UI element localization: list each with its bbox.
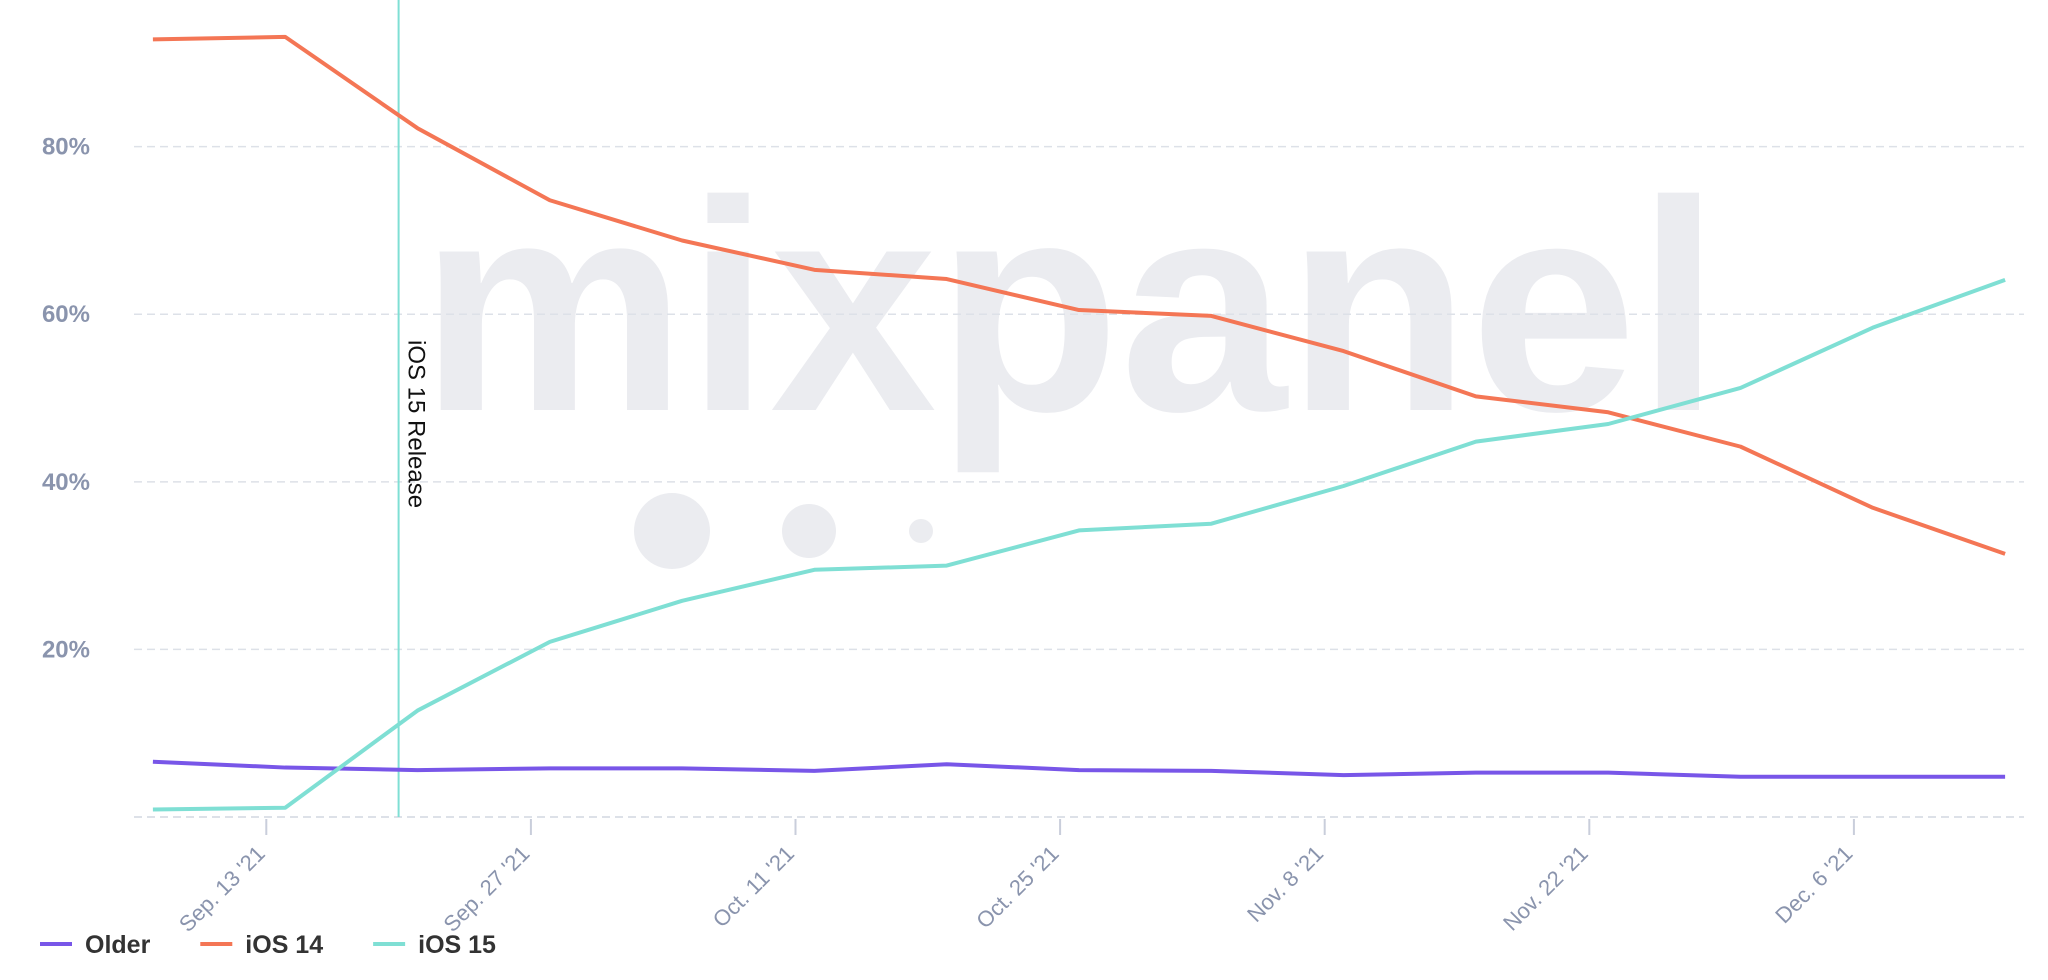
y-tick-label: 40% bbox=[42, 469, 90, 496]
annotation-text: iOS 15 Release bbox=[403, 340, 430, 508]
watermark-dot bbox=[634, 493, 710, 569]
series-line bbox=[152, 277, 2006, 812]
x-tick-label: Oct. 25 '21 bbox=[971, 841, 1063, 933]
legend-label: iOS 14 bbox=[245, 931, 323, 959]
y-tick-label: 20% bbox=[42, 636, 90, 663]
x-tick-label: Dec. 6 '21 bbox=[1770, 841, 1857, 928]
watermark-dot bbox=[782, 504, 836, 558]
legend-label: iOS 15 bbox=[418, 931, 496, 959]
x-tick-label: Sep. 13 '21 bbox=[174, 841, 270, 937]
series-line bbox=[152, 34, 2006, 556]
y-tick-label: 60% bbox=[42, 301, 90, 328]
y-tick-label: 80% bbox=[42, 134, 90, 161]
series-line bbox=[152, 759, 2006, 779]
x-tick-label: Sep. 27 '21 bbox=[439, 841, 535, 937]
legend-label: Older bbox=[85, 931, 151, 959]
x-tick-label: Nov. 22 '21 bbox=[1498, 841, 1593, 936]
x-tick-label: Nov. 8 '21 bbox=[1242, 841, 1328, 927]
x-tick-label: Oct. 11 '21 bbox=[708, 841, 799, 932]
watermark-dot bbox=[909, 519, 933, 543]
